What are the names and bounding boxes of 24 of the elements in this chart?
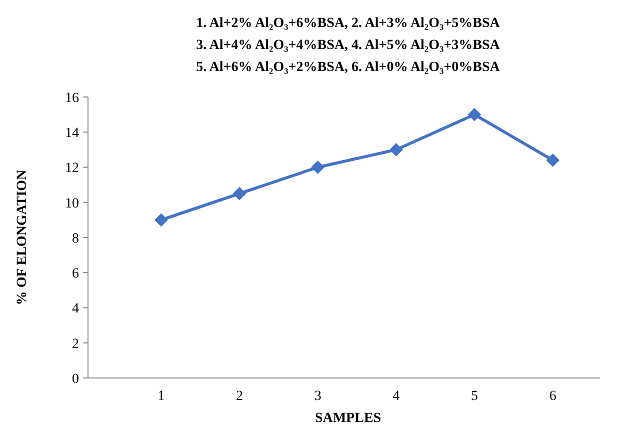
y-tick-label: 12 bbox=[65, 161, 79, 176]
x-tick-label: 5 bbox=[471, 389, 478, 404]
y-tick-label: 10 bbox=[65, 196, 79, 212]
point bbox=[233, 187, 246, 200]
chart-title: 1. Al+2% Al₂O₃+6%BSA, 2. Al+3% Al₂O₃+5%BSA 3. Al+4% Al₂O₃+4%BSA, 4. Al+5% Al₂O₃+3%BSA 5. Al+6% Al₂O₃+2%BSA, 6. Al+0% Al₂O₃+0%BSA bbox=[196, 16, 501, 75]
y-tick-label: 4 bbox=[72, 302, 79, 317]
point bbox=[311, 160, 324, 174]
x-tick-label: 4 bbox=[392, 389, 400, 404]
y-tick-label: 0 bbox=[72, 372, 79, 387]
point bbox=[468, 108, 481, 122]
y-tick-label: 2 bbox=[72, 336, 79, 352]
y-axis-title: % OF ELONGATION bbox=[15, 170, 30, 306]
x-tick-label: 1 bbox=[158, 389, 165, 404]
x-tick-label: 6 bbox=[549, 389, 556, 404]
y-tick-label: 8 bbox=[72, 231, 79, 246]
y-tick-label: 6 bbox=[72, 266, 79, 282]
point bbox=[546, 154, 560, 167]
y-tick-label: 16 bbox=[65, 90, 79, 106]
point bbox=[390, 143, 403, 156]
x-axis-title: SAMPLES bbox=[314, 411, 382, 426]
x-tick-label: 3 bbox=[314, 389, 322, 404]
y-tick-label: 14 bbox=[65, 126, 79, 142]
point bbox=[154, 213, 168, 226]
x-tick-label: 2 bbox=[236, 389, 243, 404]
